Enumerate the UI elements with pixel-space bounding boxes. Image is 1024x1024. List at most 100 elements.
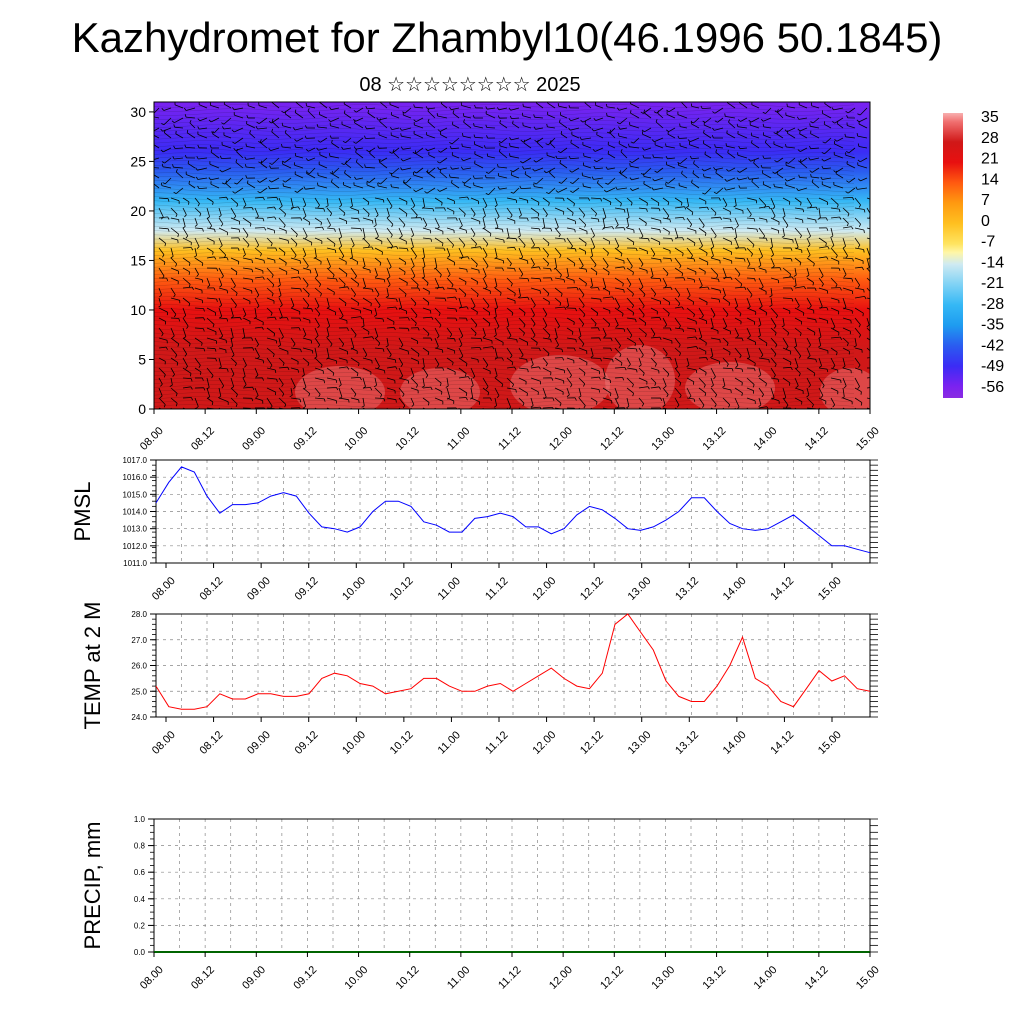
wind-barb (374, 217, 377, 226)
wind-barb-flag (600, 198, 602, 202)
wind-barb-flag (190, 386, 193, 390)
wind-barb-flag (378, 342, 381, 346)
wind-barb (446, 277, 454, 285)
wind-barb (638, 317, 646, 324)
wind-barb (710, 327, 719, 332)
wind-barb-flag (693, 398, 696, 402)
wind-barb (518, 367, 528, 370)
wind-barb-flag (233, 285, 236, 289)
wind-barb (758, 267, 767, 271)
wind-barb (326, 377, 337, 381)
wind-barb (197, 167, 208, 171)
wind-barb-flag (405, 213, 408, 217)
wind-barb-flag (665, 353, 668, 357)
wind-barb (182, 367, 192, 374)
wind-barb (570, 127, 580, 131)
wind-barb (548, 187, 556, 194)
wind-barb-flag (496, 107, 500, 111)
wind-barb (326, 257, 331, 267)
wind-barb-flag (584, 120, 586, 124)
wind-barb (218, 327, 224, 336)
wind-barb-flag (281, 143, 283, 148)
wind-barb (415, 117, 424, 123)
wind-barb-flag (836, 415, 837, 418)
wind-barb (638, 217, 647, 224)
x-tick-label: 08.00 (150, 575, 178, 603)
wind-barb (674, 247, 684, 254)
wind-barb (350, 257, 358, 263)
wind-barb (338, 347, 348, 352)
wind-barb (458, 247, 464, 257)
wind-barb (590, 347, 594, 356)
wind-barb (566, 327, 574, 333)
wind-barb (506, 366, 515, 369)
wind-barb (800, 157, 808, 163)
wind-barb (518, 377, 527, 382)
wind-barb (338, 286, 348, 289)
wind-barb-flag (595, 213, 597, 217)
wind-barb-flag (751, 140, 753, 144)
wind-barb-flag (347, 327, 349, 331)
wind-barb-flag (354, 393, 357, 397)
wind-barb-flag (740, 283, 743, 288)
wind-barb-flag (787, 332, 790, 336)
wind-barb (437, 115, 448, 119)
wind-barb-flag (863, 209, 866, 213)
wind-barb-flag (339, 236, 342, 240)
wind-barb (668, 127, 676, 133)
wind-barb-flag (583, 383, 586, 387)
wind-barb (566, 227, 575, 230)
wind-barb (314, 397, 325, 400)
wind-barb (728, 121, 736, 129)
x-tick-label: 09.12 (293, 729, 321, 757)
wind-barb (782, 357, 792, 363)
wind-barb (182, 317, 189, 327)
wind-barb-flag (256, 344, 259, 347)
wind-barb-flag (488, 312, 491, 316)
wind-barb (698, 307, 704, 316)
wind-barb-flag (642, 314, 645, 318)
wind-barb (833, 107, 844, 111)
wind-barb-flag (300, 349, 302, 353)
wind-barb (782, 267, 791, 275)
wind-barb-flag (703, 129, 705, 134)
wind-barb-flag (826, 307, 829, 311)
wind-barb (566, 217, 576, 222)
wind-barb-flag (643, 109, 646, 113)
wind-barb (602, 377, 611, 381)
wind-barb-flag (160, 383, 163, 387)
wind-barb-flag (255, 374, 259, 378)
wind-barb (506, 267, 515, 269)
wind-barb-flag (694, 242, 696, 246)
wind-barb (518, 327, 525, 334)
wind-barb-flag (186, 325, 189, 329)
wind-barb-flag (620, 148, 623, 153)
wind-barb-flag (858, 364, 861, 368)
wind-barb (338, 337, 345, 345)
wind-barb (314, 257, 322, 262)
wind-barb (414, 106, 424, 109)
wind-barb (650, 327, 656, 335)
wind-barb-flag (425, 375, 429, 379)
wind-barb (578, 247, 586, 252)
wind-barb-flag (846, 223, 849, 227)
wind-barb-flag (575, 308, 577, 312)
wind-barb (596, 134, 604, 139)
wind-barb (254, 276, 263, 279)
wind-barb-flag (485, 193, 489, 195)
wind-barb-flag (737, 415, 739, 417)
wind-barb-flag (400, 235, 403, 239)
wind-barb-flag (341, 343, 345, 347)
wind-barb (386, 246, 397, 249)
wind-barb-flag (653, 353, 656, 357)
wind-barb (614, 387, 619, 398)
wind-barb-flag (413, 119, 417, 123)
wind-barb-flag (682, 217, 685, 221)
wind-barb (174, 126, 184, 129)
wind-barb (338, 357, 348, 361)
wind-barb (674, 306, 683, 309)
wind-barb (518, 287, 521, 297)
wind-barb-flag (251, 279, 254, 283)
wind-barb (662, 347, 668, 355)
wind-barb (374, 357, 380, 367)
